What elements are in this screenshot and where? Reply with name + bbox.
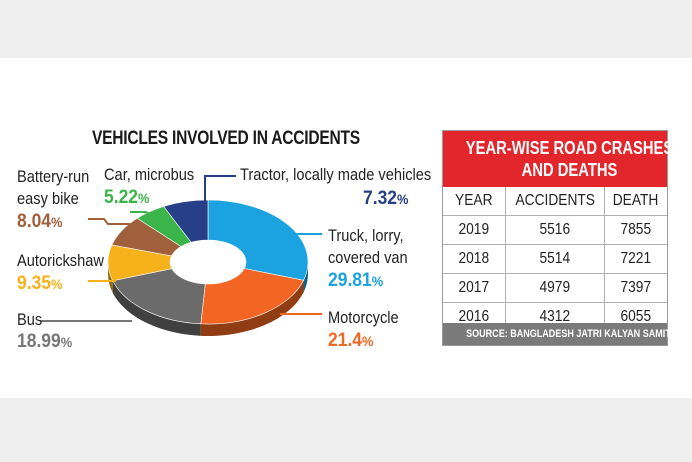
table-title-line1: YEAR-WISE ROAD CRASHES	[465, 138, 674, 158]
crashes-table: YEAR-WISE ROAD CRASHES AND DEATHS YEAR AC…	[442, 130, 677, 346]
cell-year: 2017	[443, 273, 506, 303]
leader-car	[130, 211, 157, 219]
pct-car: 5.22%	[104, 187, 149, 209]
table-source: SOURCE: BANGLADESH JATRI KALYAN SAMITY	[443, 323, 677, 345]
label-battery-line2: easy bike	[17, 189, 79, 208]
label-auto: Autorickshaw	[17, 251, 104, 270]
pct-truck: 29.81%	[328, 270, 383, 292]
label-motorcycle: Motorcycle	[328, 308, 399, 327]
table-row: 2017 4979 7397	[443, 273, 667, 303]
cell-year: 2018	[443, 244, 506, 274]
cell-year: 2019	[443, 215, 506, 245]
pct-motorcycle: 21.4%	[328, 330, 373, 352]
slice-side-autorickshaw	[108, 262, 113, 293]
table-title-line2: AND DEATHS	[521, 160, 618, 180]
col-year-header: YEAR	[443, 187, 506, 216]
table-row: 2018 5514 7221	[443, 244, 667, 274]
pct-auto-unit: %	[51, 276, 63, 292]
slice-side-bus	[112, 280, 201, 336]
label-car: Car, microbus	[104, 165, 195, 184]
pct-tractor-unit: %	[397, 191, 409, 207]
table-header-row: YEAR ACCIDENTS DEATH	[443, 187, 667, 216]
table-title: YEAR-WISE ROAD CRASHES AND DEATHS	[443, 131, 673, 187]
leader-tractor	[204, 175, 236, 205]
cell-accidents: 5514	[505, 244, 605, 274]
slice-side-truck-lorry-covered-van	[303, 262, 308, 293]
pct-battery-value: 8.04	[17, 211, 52, 232]
cell-death: 7397	[604, 273, 667, 303]
pct-bus-unit: %	[60, 334, 73, 350]
label-tractor: Tractor, locally made vehicles	[240, 165, 432, 184]
slice-side-motorcycle	[200, 280, 304, 336]
pct-car-unit: %	[138, 190, 150, 206]
leader-battery	[88, 218, 130, 225]
pct-bus: 18.99%	[17, 331, 72, 353]
pct-truck-unit: %	[371, 273, 384, 289]
col-accidents-header: ACCIDENTS	[505, 187, 605, 216]
label-bus: Bus	[17, 310, 43, 329]
data-table: YEAR ACCIDENTS DEATH 2019 5516 7855 2018…	[443, 187, 667, 332]
table-row: 2019 5516 7855	[443, 215, 667, 245]
pct-battery: 8.04%	[17, 211, 62, 233]
pct-bus-value: 18.99	[17, 331, 61, 352]
cell-accidents: 4979	[505, 273, 605, 303]
pct-auto-value: 9.35	[17, 273, 52, 294]
pct-truck-value: 29.81	[328, 270, 372, 291]
col-death-header: DEATH	[604, 187, 667, 216]
cell-death: 7221	[604, 244, 667, 274]
label-truck-line1: Truck, lorry,	[328, 226, 404, 245]
chart-title: VEHICLES INVOLVED IN ACCIDENTS	[92, 128, 360, 149]
pct-tractor: 7.32%	[363, 188, 408, 210]
pct-motorcycle-unit: %	[362, 333, 374, 349]
label-battery-line1: Battery-run	[17, 167, 90, 186]
donut-hole	[170, 240, 246, 284]
pct-car-value: 5.22	[104, 187, 139, 208]
pct-motorcycle-value: 21.4	[328, 330, 363, 351]
pct-tractor-value: 7.32	[363, 188, 398, 209]
cell-accidents: 5516	[505, 215, 605, 245]
cell-death: 7855	[604, 215, 667, 245]
pct-battery-unit: %	[51, 214, 63, 230]
pct-auto: 9.35%	[17, 273, 62, 295]
label-truck-line2: covered van	[328, 248, 408, 267]
